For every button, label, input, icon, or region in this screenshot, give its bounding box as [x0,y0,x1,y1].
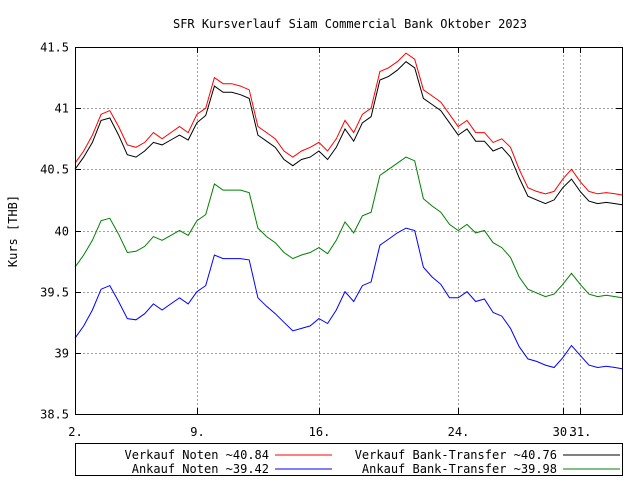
legend-entry-label: Ankauf Bank-Transfer ~39.98 [362,462,557,476]
x-tick-label: 31. [570,425,592,439]
chart-title: SFR Kursverlauf Siam Commercial Bank Okt… [173,17,527,31]
x-tick-label: 30. [553,425,575,439]
x-tick-label: 16. [309,425,331,439]
x-tick-label: 9. [190,425,204,439]
series-lines [74,52,623,370]
y-tick-label: 41 [55,102,69,116]
ankauf-bank-transfer-line [74,156,623,299]
legend-entry-label: Verkauf Noten ~40.84 [125,448,270,462]
y-tick-label: 40.5 [40,163,69,177]
x-tick-label: 24. [448,425,470,439]
legend-box [75,443,623,476]
axis-ticks: 38.5 39 39.5 40 40.5 41 41.5 2. 9. 16. 24. 30.31. [40,41,622,439]
legend: Verkauf Noten ~40.84 Verkauf Bank-Transfe… [75,443,623,476]
y-tick-label: 38.5 [40,408,69,422]
y-axis-label: Kurs [THB] [6,195,20,267]
plot-frame [75,47,623,415]
legend-entry-label: Ankauf Noten ~39.42 [132,462,269,476]
x-tick-label: 2. [68,425,82,439]
y-tick-label: 41.5 [40,41,69,55]
verkauf-bank-transfer-line [74,61,623,206]
y-tick-label: 39.5 [40,286,69,300]
y-tick-label: 40 [55,225,69,239]
grid-lines [75,47,622,414]
legend-entry-label: Verkauf Bank-Transfer ~40.76 [355,448,557,462]
ankauf-noten-line [74,227,623,370]
verkauf-noten-line [74,52,623,196]
y-tick-label: 39 [55,347,69,361]
